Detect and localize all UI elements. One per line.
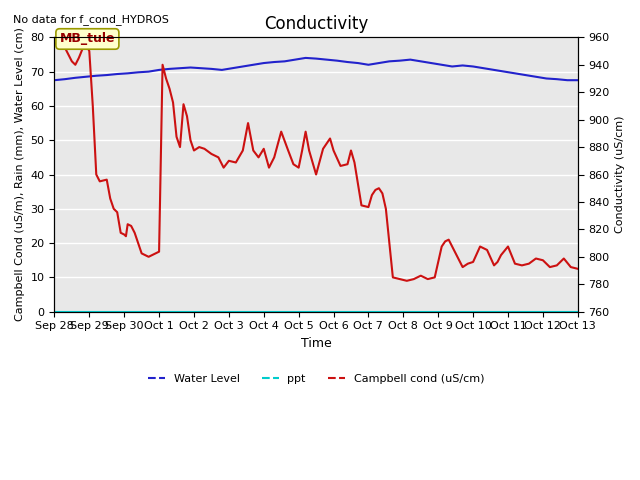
Legend: Water Level, ppt, Campbell cond (uS/cm): Water Level, ppt, Campbell cond (uS/cm) [143, 370, 488, 388]
X-axis label: Time: Time [301, 337, 332, 350]
Text: No data for f_cond_HYDROS: No data for f_cond_HYDROS [13, 14, 169, 25]
Y-axis label: Conductivity (uS/cm): Conductivity (uS/cm) [615, 116, 625, 233]
Title: Conductivity: Conductivity [264, 15, 368, 33]
Y-axis label: Campbell Cond (uS/m), Rain (mm), Water Level (cm): Campbell Cond (uS/m), Rain (mm), Water L… [15, 27, 25, 322]
Text: MB_tule: MB_tule [60, 33, 115, 46]
